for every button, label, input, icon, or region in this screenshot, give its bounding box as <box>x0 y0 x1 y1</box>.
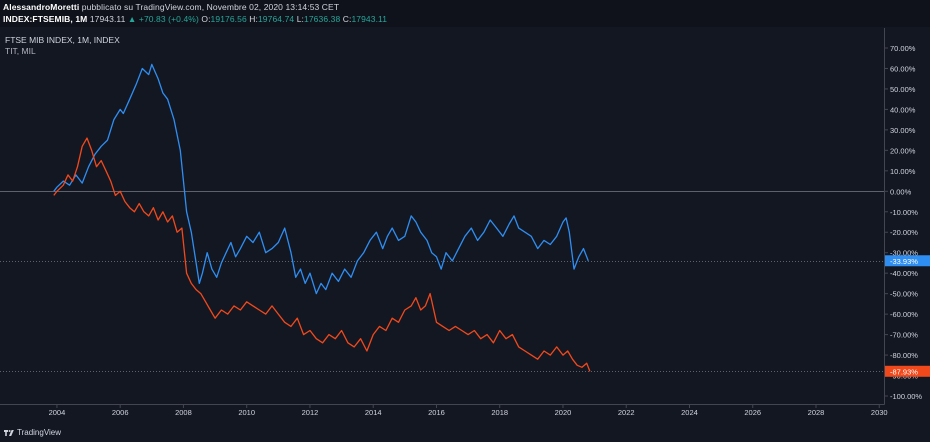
y-tick-label: -40.00% <box>890 269 918 278</box>
x-tick-label: 2022 <box>618 408 635 417</box>
last-value-badges: -33.93% -87.93% <box>885 255 930 377</box>
x-tick-label: 2030 <box>871 408 888 417</box>
low-label: L: <box>296 14 305 24</box>
y-tick-label: -70.00% <box>890 331 918 340</box>
high-value: 19764.74 <box>257 14 295 24</box>
x-tick-label: 2024 <box>681 408 698 417</box>
orange-series-line[interactable] <box>53 137 591 372</box>
chart-series <box>53 63 591 372</box>
y-tick-label: 20.00% <box>890 146 916 155</box>
last-value-label: -33.93% <box>890 257 918 266</box>
y-tick-label: -50.00% <box>890 290 918 299</box>
y-tick-label: 50.00% <box>890 85 916 94</box>
x-tick-label: 2026 <box>744 408 761 417</box>
x-tick-label: 2014 <box>365 408 382 417</box>
y-tick-label: 30.00% <box>890 126 916 135</box>
high-label: H: <box>249 14 258 24</box>
blue-series-line[interactable] <box>53 63 589 295</box>
x-tick-label: 2016 <box>428 408 445 417</box>
y-tick-label: 10.00% <box>890 167 916 176</box>
time-axis[interactable]: 2004 2006 2008 2010 2012 2014 2016 2018 2020 2022… <box>0 404 888 417</box>
published-text: pubblicato su TradingView.com, Novembre … <box>81 2 340 12</box>
x-tick-label: 2006 <box>112 408 129 417</box>
y-tick-label: 60.00% <box>890 64 916 73</box>
price-value: 17943.11 <box>89 14 126 24</box>
chart-legend-compare[interactable]: TIT, MIL <box>5 46 36 56</box>
change-value: ▲ +70.83 (+0.4%) <box>127 14 199 24</box>
x-tick-label: 2020 <box>555 408 572 417</box>
last-value-badge <box>885 365 930 377</box>
y-tick-label: -10.00% <box>890 208 918 217</box>
close-value: 17943.11 <box>351 14 388 24</box>
x-tick-label: 2004 <box>49 408 66 417</box>
symbol-label[interactable]: INDEX:FTSEMIB, 1M <box>3 14 88 24</box>
publication-line: AlessandroMoretti pubblicato su TradingV… <box>3 2 339 12</box>
y-tick-label: -30.00% <box>890 249 918 258</box>
last-value-badge <box>885 255 930 267</box>
chart-grid <box>0 191 884 372</box>
open-label: O: <box>201 14 211 24</box>
y-tick-label: 70.00% <box>890 44 916 53</box>
header-bar: AlessandroMoretti pubblicato su TradingV… <box>0 0 930 27</box>
y-tick-label: -60.00% <box>890 310 918 319</box>
price-axis[interactable]: 70.00% 60.00% 50.00% 40.00% 30.00% 20.00% 10.0… <box>884 28 922 405</box>
footer-branding: TradingView <box>4 428 61 437</box>
symbol-line: INDEX:FTSEMIB, 1M 17943.11 ▲ +70.83 (+0.… <box>3 14 387 24</box>
close-label: C: <box>342 14 352 24</box>
author-name[interactable]: AlessandroMoretti <box>3 2 80 12</box>
x-tick-label: 2018 <box>491 408 508 417</box>
x-tick-label: 2010 <box>238 408 255 417</box>
brand-name[interactable]: TradingView <box>17 428 62 437</box>
y-tick-label: -20.00% <box>890 228 918 237</box>
last-value-label: -87.93% <box>890 367 918 376</box>
y-tick-label: -100.00% <box>890 392 922 401</box>
open-value: 19176.56 <box>210 14 247 24</box>
tradingview-logo-icon <box>4 430 14 436</box>
y-tick-label: 40.00% <box>890 105 916 114</box>
y-tick-label: 0.00% <box>890 187 912 196</box>
low-value: 17636.38 <box>304 14 341 24</box>
x-tick-label: 2008 <box>175 408 192 417</box>
x-tick-label: 2012 <box>302 408 319 417</box>
chart-legend-title[interactable]: FTSE MIB INDEX, 1M, INDEX <box>5 35 120 45</box>
y-tick-label: -80.00% <box>890 351 918 360</box>
x-tick-label: 2028 <box>808 408 825 417</box>
